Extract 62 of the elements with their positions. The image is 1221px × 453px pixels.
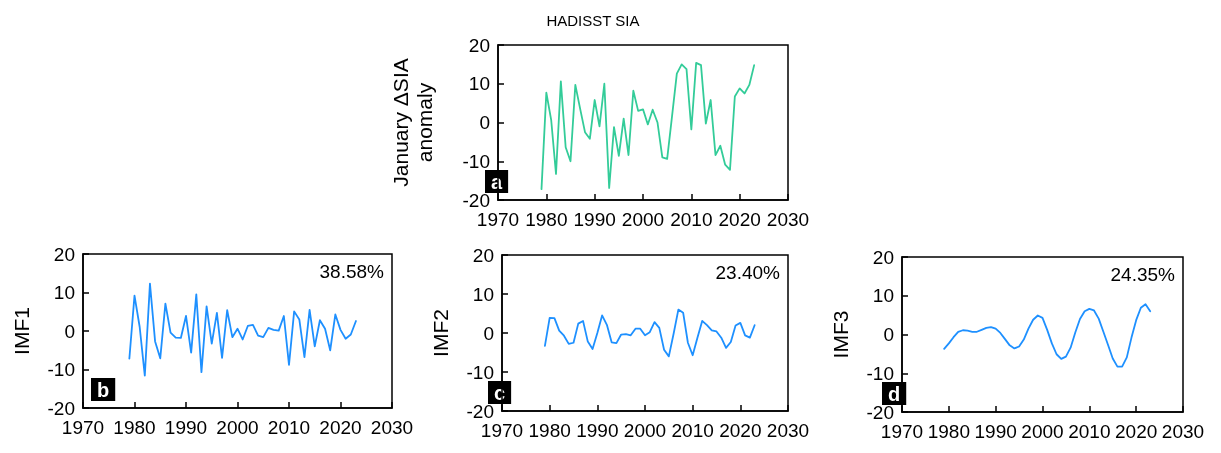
x-tick-label: 1990 (576, 420, 619, 441)
x-tick-label: 2000 (621, 209, 665, 230)
y-tick-label: 0 (479, 112, 490, 133)
y-axis-title: IMF3 (828, 310, 852, 359)
y-tick-label: 0 (64, 320, 75, 342)
y-axis-title: January ΔSIA anomaly (388, 58, 436, 187)
x-tick-label: 2030 (766, 209, 810, 230)
x-tick-label: 2010 (1068, 421, 1111, 442)
y-tick-label: 0 (883, 324, 894, 345)
x-tick-label: 2030 (370, 417, 414, 438)
x-tick-label: 1970 (880, 421, 924, 442)
y-tick-label: 20 (872, 246, 894, 268)
y-axis-title: IMF2 (428, 309, 452, 357)
y-tick-label: -10 (47, 359, 75, 380)
x-tick-label: 1990 (573, 209, 616, 230)
annotation: 24.35% (1110, 264, 1176, 285)
x-tick-label: 2020 (1115, 421, 1158, 442)
line-series (128, 282, 357, 377)
annotation: 38.58% (319, 261, 385, 282)
y-tick-label: -20 (47, 397, 75, 419)
y-tick-label: 10 (872, 285, 894, 307)
y-tick-label: -20 (466, 400, 494, 422)
x-tick-label: 1980 (113, 417, 156, 438)
line-series (544, 308, 756, 358)
y-tick-label: -10 (866, 362, 894, 384)
line-series (540, 61, 756, 191)
x-tick-label: 2000 (623, 420, 667, 441)
x-tick-label: 2030 (766, 420, 810, 441)
y-tick-label: 20 (468, 34, 490, 56)
x-tick-label: 2020 (719, 420, 762, 441)
y-tick-label: 0 (483, 322, 494, 344)
y-tick-label: -10 (462, 150, 490, 172)
x-tick-label: 2030 (1161, 421, 1205, 442)
x-tick-label: 2020 (319, 417, 362, 438)
x-tick-label: 1980 (525, 209, 568, 230)
y-axis-title: IMF1 (9, 307, 33, 355)
chart-title: HADISST SIA (546, 12, 640, 29)
x-tick-label: 1970 (476, 209, 520, 230)
y-tick-label: 20 (53, 243, 75, 265)
x-tick-label: 1990 (974, 421, 1017, 442)
x-tick-label: 2010 (670, 209, 713, 230)
annotation: c (494, 382, 506, 404)
x-tick-label: 2000 (1021, 421, 1064, 442)
y-tick-label: -20 (462, 189, 490, 211)
annotation: 23.40% (715, 262, 781, 283)
x-tick-label: 2010 (671, 420, 714, 441)
x-tick-label: 1970 (480, 420, 524, 441)
x-tick-label: 1980 (927, 421, 970, 442)
y-tick-label: 20 (472, 244, 494, 266)
x-tick-label: 1990 (164, 417, 208, 438)
y-tick-label: 10 (53, 282, 75, 303)
y-tick-label: 10 (472, 283, 494, 305)
x-tick-label: 1980 (528, 420, 571, 441)
x-tick-label: 2020 (718, 209, 761, 230)
x-tick-label: 2010 (267, 417, 311, 438)
y-tick-label: -10 (466, 361, 494, 383)
annotation: b (97, 379, 110, 401)
annotation: a (491, 171, 503, 193)
x-tick-label: 1970 (61, 417, 105, 438)
line-series (943, 303, 1152, 368)
x-tick-label: 2000 (216, 417, 259, 438)
y-tick-label: 10 (468, 73, 490, 95)
